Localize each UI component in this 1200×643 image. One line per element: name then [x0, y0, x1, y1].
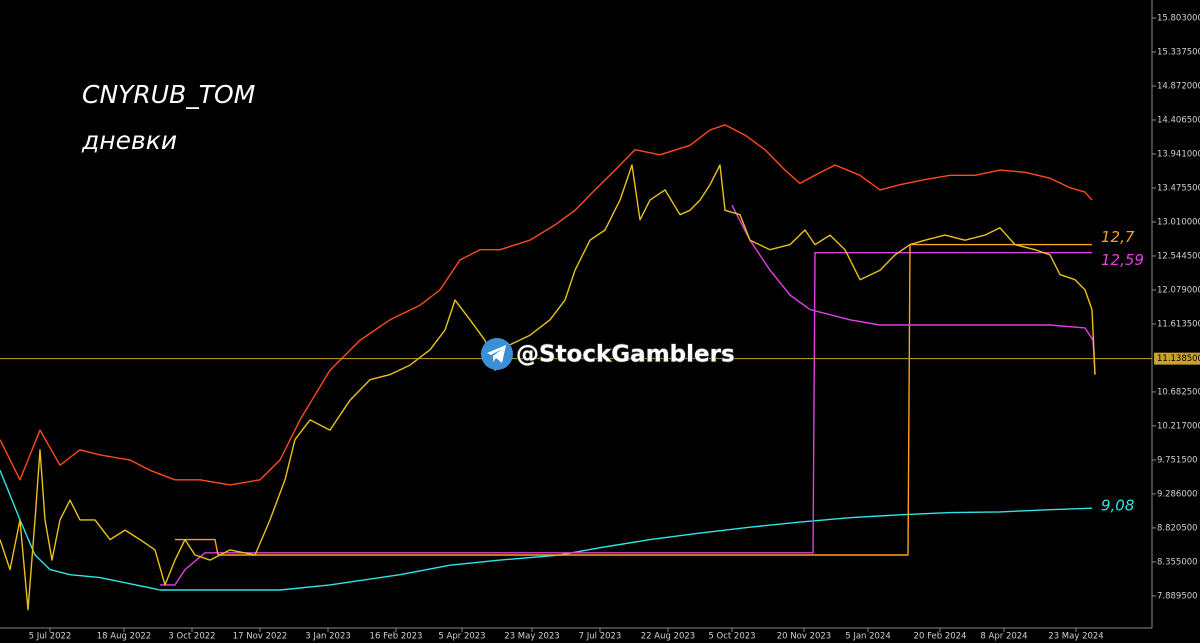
x-tick-label: 5 Apr 2023 — [438, 632, 485, 642]
price-label: 11.138500 — [1157, 354, 1200, 364]
annotation: 12,7 — [1101, 228, 1135, 246]
price-label-box — [1154, 352, 1200, 365]
x-tick-label: 20 Nov 2023 — [777, 632, 831, 642]
y-tick-label: 7.889500 — [1157, 591, 1198, 601]
series-line — [0, 124, 1093, 486]
x-tick-label: 23 May 2023 — [504, 632, 559, 642]
y-tick-label: 10.682500 — [1157, 387, 1200, 397]
x-tick-label: 23 May 2024 — [1048, 632, 1103, 642]
y-tick-label: 9.751500 — [1157, 455, 1198, 465]
watermark-text: @StockGamblers — [516, 342, 735, 368]
y-tick-label: 15.337500 — [1157, 48, 1200, 58]
x-tick-label: 20 Feb 2024 — [914, 632, 967, 642]
y-tick-label: 8.820500 — [1157, 523, 1198, 533]
x-tick-label: 17 Nov 2022 — [233, 632, 287, 642]
watermark: @StockGamblers — [481, 338, 735, 370]
x-tick-label: 7 Jul 2023 — [579, 632, 622, 642]
series-line — [160, 252, 1092, 586]
y-tick-label: 13.475500 — [1157, 183, 1200, 193]
x-tick-label: 16 Feb 2023 — [370, 632, 423, 642]
y-tick-label: 10.217000 — [1157, 421, 1200, 431]
y-tick-label: 12.079000 — [1157, 285, 1200, 295]
x-tick-label: 5 Jan 2024 — [845, 632, 891, 642]
x-tick-label: 22 Aug 2023 — [641, 632, 695, 642]
x-tick-label: 3 Jan 2023 — [305, 632, 351, 642]
chart-subtitle: дневки — [81, 126, 177, 155]
series-line — [731, 204, 1096, 375]
y-tick-label: 9.286000 — [1157, 489, 1198, 499]
y-tick-label: 12.544500 — [1157, 251, 1200, 261]
series-line — [0, 164, 1096, 611]
y-tick-label: 14.872000 — [1157, 82, 1200, 92]
telegram-plane — [487, 345, 506, 363]
y-tick-label: 13.010000 — [1157, 217, 1200, 227]
y-tick-label: 13.941000 — [1157, 150, 1200, 160]
chart-title: CNYRUB_TOM — [82, 80, 255, 109]
series-line — [0, 470, 1093, 591]
x-tick-label: 5 Jul 2022 — [29, 632, 72, 642]
annotation: 9,08 — [1101, 496, 1134, 514]
y-tick-label: 14.406500 — [1157, 116, 1200, 126]
x-tick-label: 18 Aug 2022 — [97, 632, 151, 642]
series-line — [175, 243, 1092, 556]
y-tick-label: 15.803000 — [1157, 14, 1200, 24]
y-tick-label: 8.355000 — [1157, 557, 1198, 567]
y-tick-label: 11.613500 — [1157, 319, 1200, 329]
x-tick-label: 8 Apr 2024 — [980, 632, 1027, 642]
x-tick-label: 5 Oct 2023 — [708, 632, 755, 642]
annotation: 12,59 — [1101, 251, 1144, 269]
x-tick-label: 3 Oct 2022 — [168, 632, 215, 642]
plot-area — [0, 124, 1152, 611]
